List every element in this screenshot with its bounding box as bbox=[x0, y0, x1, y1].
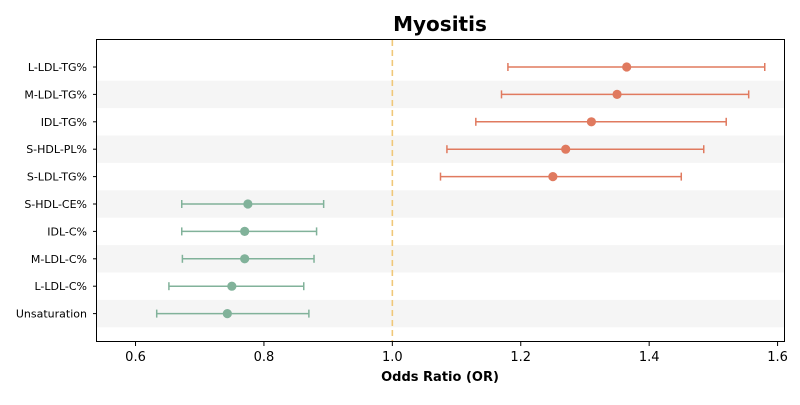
y-tick-label: S-LDL-TG% bbox=[27, 171, 87, 184]
chart-title: Myositis bbox=[393, 12, 487, 36]
or-point bbox=[612, 89, 622, 99]
x-tick-label: 0.6 bbox=[125, 350, 146, 365]
or-point bbox=[243, 199, 253, 209]
y-tick-label: M-LDL-TG% bbox=[24, 88, 87, 101]
y-tick-label: Unsaturation bbox=[16, 308, 87, 321]
or-point bbox=[227, 281, 237, 291]
x-tick-label: 1.0 bbox=[382, 350, 403, 365]
or-point bbox=[561, 144, 571, 154]
y-axis-ticks: L-LDL-TG% M-LDL-TG% IDL-TG% S-HDL-PL% S-LDL-… bbox=[16, 61, 97, 321]
x-tick-label: 0.8 bbox=[254, 350, 275, 365]
x-axis-ticks: 0.6 0.8 1.0 1.2 1.4 1.6 bbox=[125, 341, 788, 365]
or-point bbox=[222, 309, 232, 319]
or-point bbox=[548, 172, 558, 182]
plot-frame bbox=[96, 39, 785, 342]
x-tick-label: 1.4 bbox=[639, 350, 660, 365]
x-tick-label: 1.6 bbox=[767, 350, 788, 365]
data-marks bbox=[155, 62, 766, 319]
x-tick-label: 1.2 bbox=[510, 350, 531, 365]
or-point bbox=[240, 226, 250, 236]
or-point bbox=[240, 254, 250, 264]
y-tick-label: IDL-C% bbox=[47, 225, 87, 238]
y-tick-label: S-HDL-PL% bbox=[26, 143, 87, 156]
y-tick-label: L-LDL-C% bbox=[34, 280, 87, 293]
y-tick-label: M-LDL-C% bbox=[31, 253, 87, 266]
y-tick-label: S-HDL-CE% bbox=[24, 198, 87, 211]
or-point bbox=[586, 117, 596, 127]
y-tick-label: L-LDL-TG% bbox=[28, 61, 87, 74]
y-tick-label: IDL-TG% bbox=[41, 116, 87, 129]
x-axis-label: Odds Ratio (OR) bbox=[381, 370, 499, 385]
or-point bbox=[622, 62, 632, 72]
